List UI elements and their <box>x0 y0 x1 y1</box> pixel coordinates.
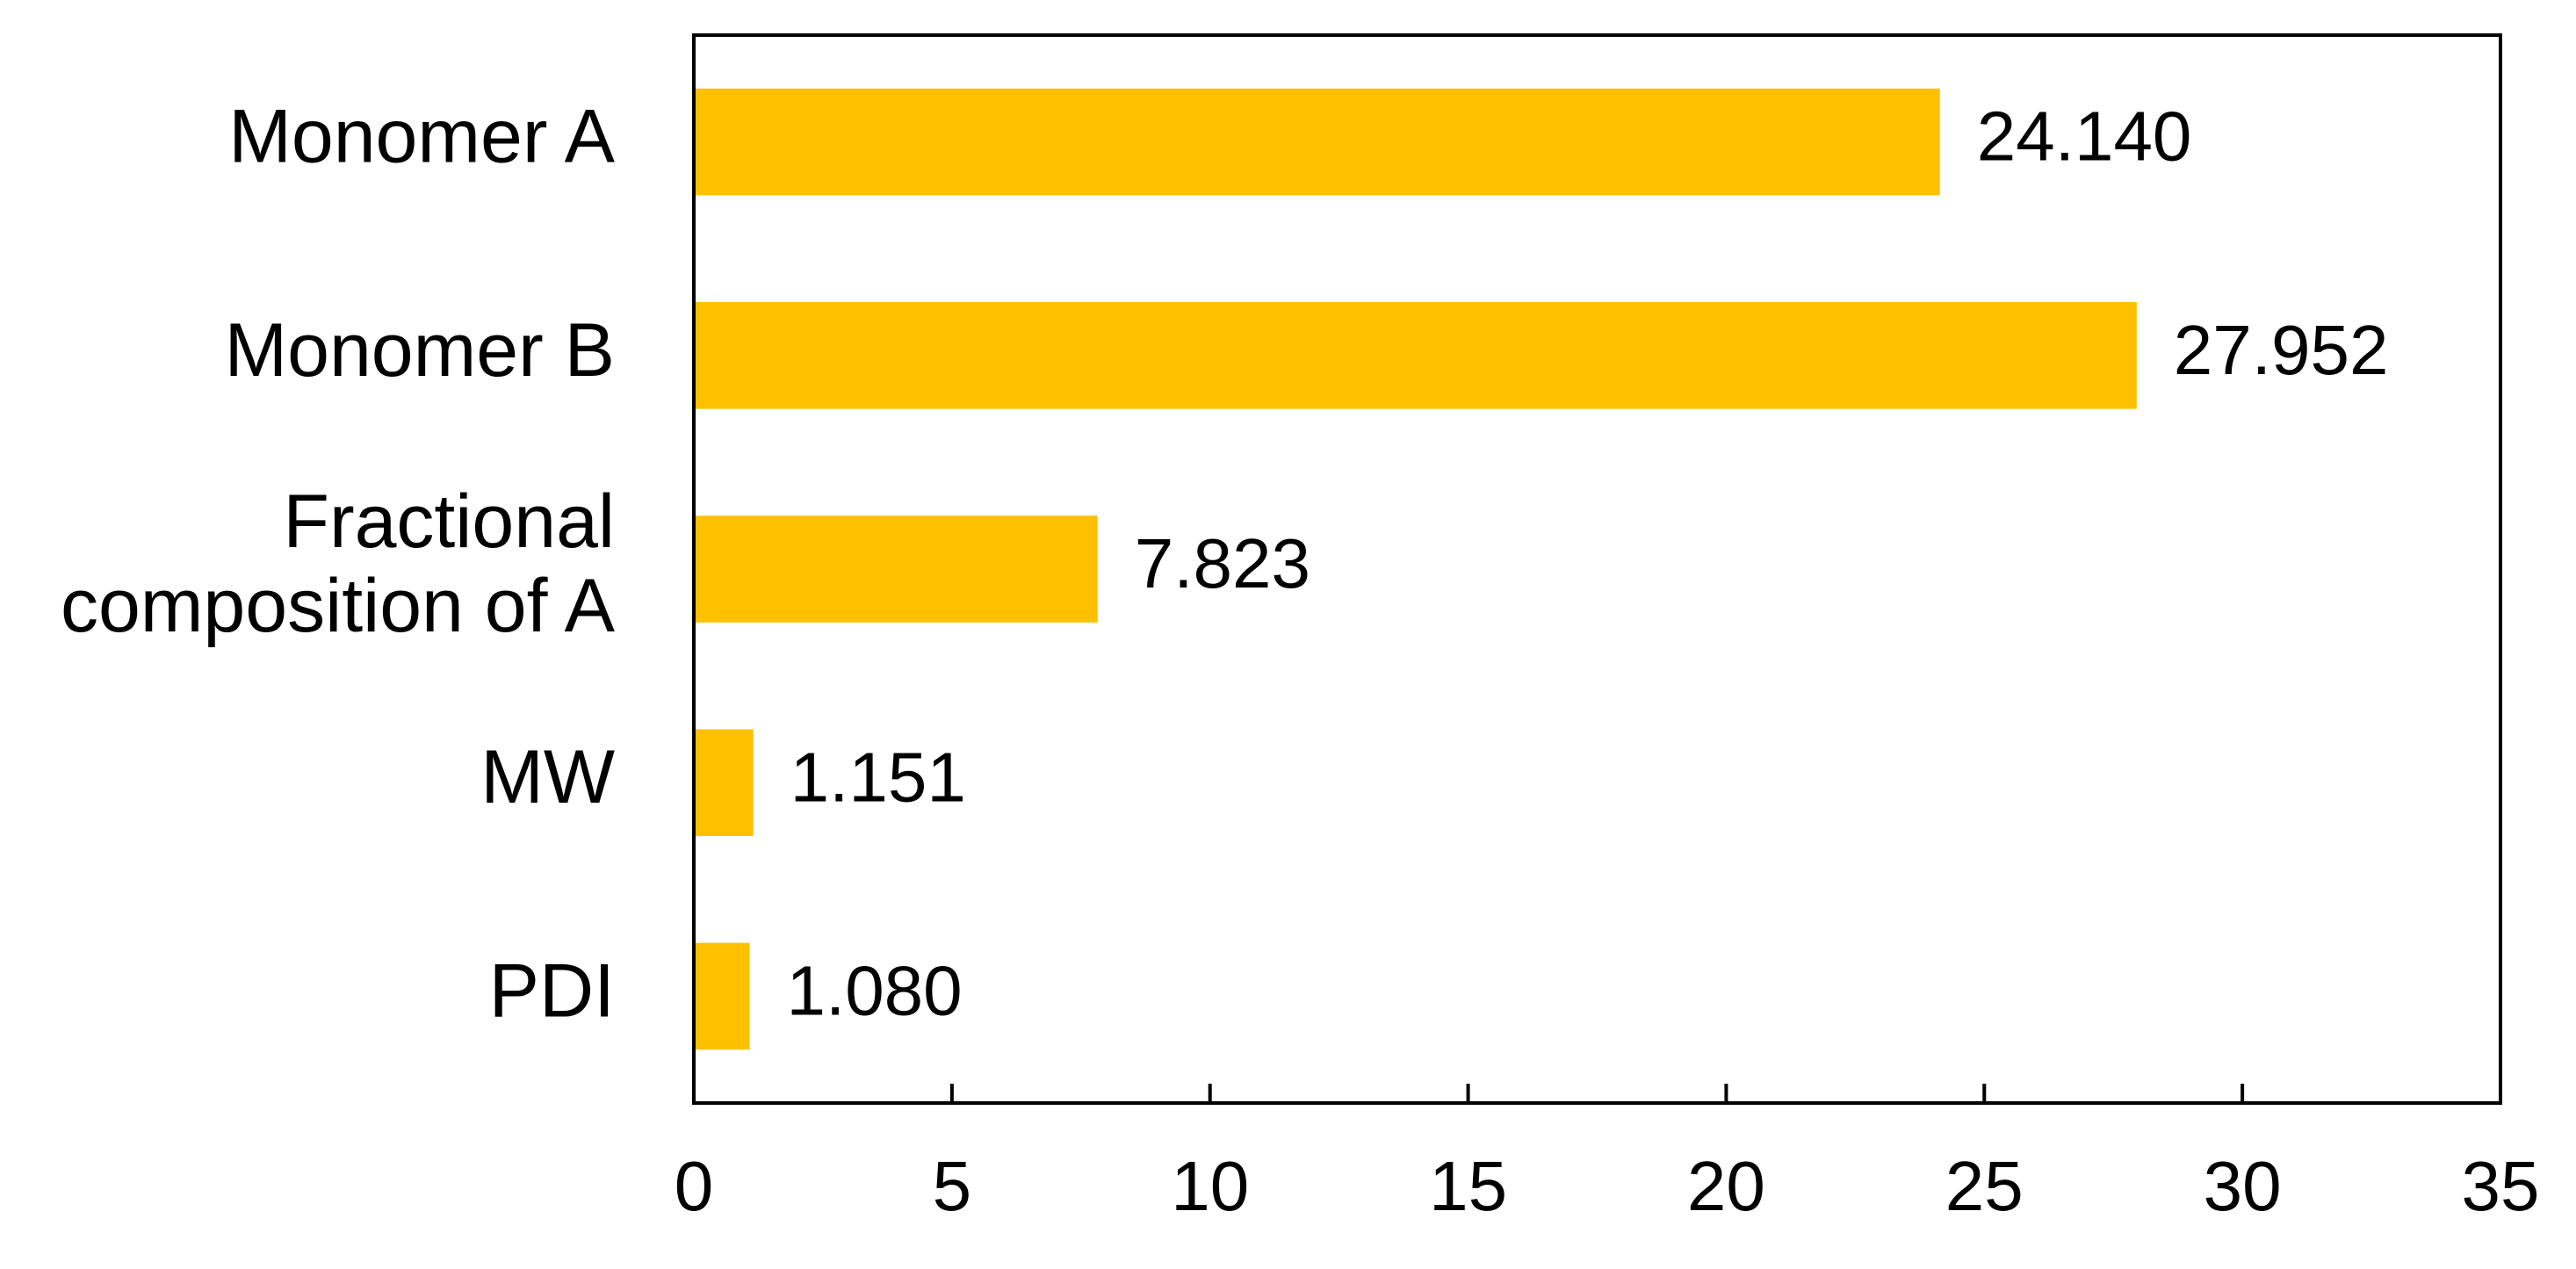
x-tick-label-1: 5 <box>933 1147 972 1225</box>
category-label-line: Monomer B <box>225 308 616 393</box>
category-label-0: Monomer A <box>228 94 615 178</box>
x-tick-label-0: 0 <box>675 1147 714 1225</box>
x-tick-label-6: 30 <box>2204 1147 2282 1225</box>
category-label-1: Monomer B <box>225 308 616 393</box>
bar-4 <box>694 942 750 1050</box>
bar-3 <box>694 729 754 836</box>
value-label-2: 7.823 <box>1135 524 1310 602</box>
x-tick-label-4: 20 <box>1687 1147 1765 1225</box>
labels-layer: 24.140 Monomer A 27.952 Monomer B 7.823 Fract… <box>61 94 2388 1033</box>
x-tick-label-7: 35 <box>2462 1147 2540 1225</box>
value-label-4: 1.080 <box>786 952 962 1030</box>
x-tick-label-5: 25 <box>1945 1147 2024 1225</box>
category-label-line: Monomer A <box>228 94 615 178</box>
x-tick-label-3: 15 <box>1429 1147 1507 1225</box>
category-label-3: MW <box>480 735 615 819</box>
category-label-line: Fractional <box>283 479 615 564</box>
ticks-layer: 0 5 10 15 20 25 30 35 <box>675 1084 2540 1225</box>
bars-layer <box>694 88 2137 1050</box>
category-label-line: PDI <box>489 948 615 1033</box>
category-label-4: PDI <box>489 948 615 1033</box>
plot-frame <box>692 33 2502 1105</box>
bar-2 <box>694 516 1098 623</box>
category-label-2: Fractional composition of A <box>61 479 616 648</box>
value-label-1: 27.952 <box>2174 311 2389 389</box>
value-label-0: 24.140 <box>1977 97 2192 176</box>
bar-1 <box>694 302 2137 409</box>
x-tick-label-2: 10 <box>1171 1147 1249 1225</box>
category-label-line: composition of A <box>61 564 616 648</box>
value-label-3: 1.151 <box>790 738 966 816</box>
bar-0 <box>694 88 1940 196</box>
category-label-line: MW <box>480 735 615 819</box>
